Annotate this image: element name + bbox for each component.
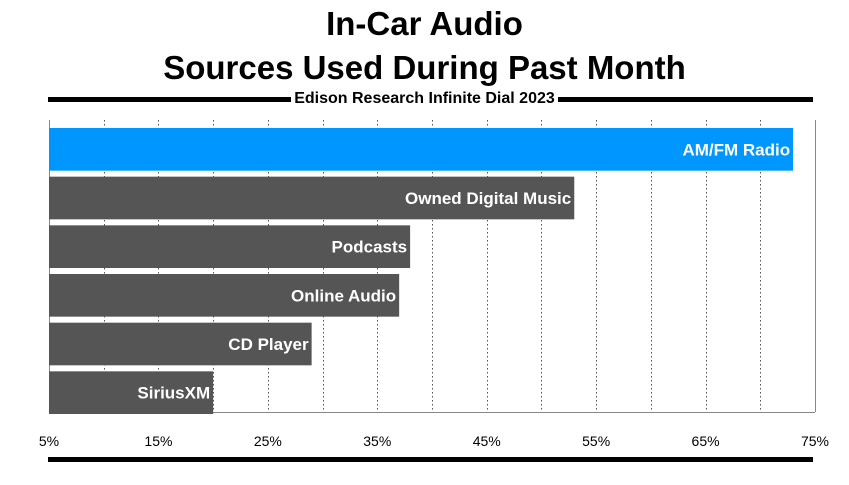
x-tick-label: 35% xyxy=(363,433,391,449)
chart-subtitle: Edison Research Infinite Dial 2023 xyxy=(291,90,558,107)
bar-am-fm-radio xyxy=(49,128,794,171)
bar-owned-digital-music xyxy=(49,176,575,220)
x-tick-label: 45% xyxy=(473,433,501,449)
bar-label-cd-player: CD Player xyxy=(228,335,309,354)
bar-label-podcasts: Podcasts xyxy=(332,238,408,257)
bar-label-siriusxm: SiriusXM xyxy=(137,384,210,403)
x-tick-label: 25% xyxy=(254,433,282,449)
x-tick-label: 15% xyxy=(144,433,172,449)
chart-subtitle-wrap: Edison Research Infinite Dial 2023 xyxy=(0,89,849,109)
chart-title-line-2: Sources Used During Past Month xyxy=(163,49,686,86)
x-tick-label: 65% xyxy=(692,433,720,449)
bar-label-owned-digital-music: Owned Digital Music xyxy=(405,189,571,208)
x-tick-label: 5% xyxy=(39,433,59,449)
bar-podcasts xyxy=(49,225,411,268)
chart-title-line-1: In-Car Audio xyxy=(326,5,523,42)
bar-label-online-audio: Online Audio xyxy=(291,286,396,305)
bar-cd-player xyxy=(49,322,312,366)
bar-online-audio xyxy=(49,274,400,317)
x-tick-label: 75% xyxy=(801,433,829,449)
bar-label-am-fm-radio: AM/FM Radio xyxy=(682,140,790,159)
x-tick-label: 55% xyxy=(582,433,610,449)
bar-siriusxm xyxy=(49,371,214,414)
bottom-rule xyxy=(48,457,813,462)
